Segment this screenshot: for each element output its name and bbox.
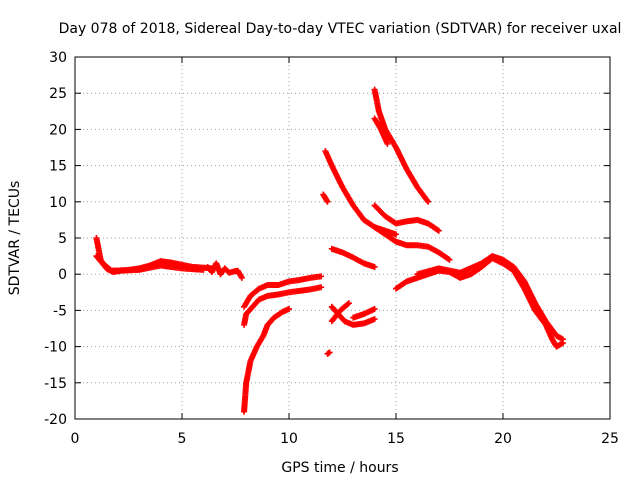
series-m — [328, 245, 378, 270]
series-b — [93, 253, 207, 276]
x-tick-label: 25 — [601, 431, 619, 447]
series-h — [320, 191, 331, 205]
data-point — [425, 198, 432, 205]
data-point — [384, 140, 391, 147]
y-tick-label: 5 — [58, 231, 67, 247]
y-tick-label: 0 — [58, 267, 67, 283]
series-s — [414, 253, 566, 343]
y-tick-label: 10 — [49, 195, 67, 211]
data-point — [434, 226, 441, 233]
y-tick-label: 30 — [49, 50, 67, 66]
chart-title: Day 078 of 2018, Sidereal Day-to-day VTE… — [59, 21, 622, 37]
y-axis-label: SDTVAR / TECUs — [7, 181, 23, 296]
series-p — [350, 305, 378, 321]
data-point — [318, 273, 325, 280]
y-tick-label: -15 — [44, 376, 67, 392]
series-e — [241, 284, 325, 328]
series-k — [371, 202, 442, 234]
y-tick-label: -10 — [44, 340, 67, 356]
series-g — [322, 148, 399, 238]
series-c — [204, 260, 245, 281]
data-point — [371, 305, 378, 312]
data-point — [371, 316, 378, 323]
data-point — [435, 227, 442, 234]
data-point — [445, 255, 452, 262]
series-f — [241, 273, 325, 310]
series-d — [241, 305, 292, 415]
x-tick-label: 5 — [178, 431, 187, 447]
y-tick-label: -20 — [44, 412, 67, 428]
x-tick-label: 0 — [71, 431, 80, 447]
data-point — [324, 198, 331, 205]
data-point — [559, 336, 566, 343]
x-tick-label: 20 — [494, 431, 512, 447]
data-point — [345, 300, 352, 307]
data-point — [344, 301, 351, 308]
data-point — [326, 349, 333, 356]
grid-lines — [75, 57, 610, 419]
data-marks — [93, 86, 566, 415]
axis-ticks: 0 5 10 15 20 25 -20 -15 -10 -5 0 5 10 15 20 25 30 — [44, 50, 619, 447]
y-tick-label: -5 — [53, 303, 67, 319]
x-tick-label: 15 — [387, 431, 405, 447]
data-point — [318, 284, 325, 291]
data-point — [286, 305, 292, 312]
data-point — [393, 231, 399, 238]
x-axis-label: GPS time / hours — [281, 460, 398, 476]
data-point — [371, 263, 378, 270]
y-tick-label: 20 — [49, 122, 67, 138]
series-o — [328, 300, 352, 325]
data-point — [238, 274, 245, 281]
series-l — [371, 224, 453, 263]
y-tick-label: 25 — [49, 86, 67, 102]
data-point — [446, 256, 453, 263]
series-q — [324, 349, 333, 357]
x-tick-label: 10 — [280, 431, 298, 447]
series-j — [371, 115, 391, 147]
data-point — [200, 266, 207, 273]
y-tick-label: 15 — [49, 159, 67, 175]
series-i — [371, 86, 432, 205]
